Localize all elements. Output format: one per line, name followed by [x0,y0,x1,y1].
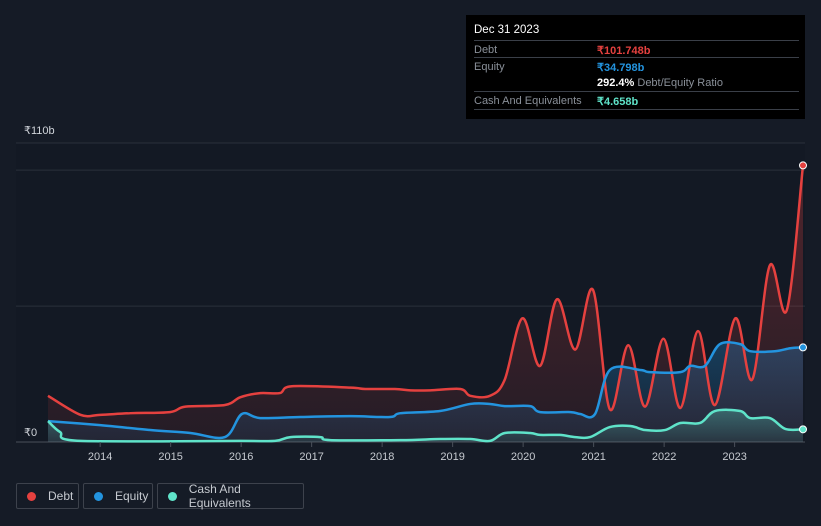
tooltip-ratio-label: Debt/Equity Ratio [637,77,723,89]
legend-label: Equity [115,489,149,503]
x-tick-label: 2014 [88,451,112,463]
tooltip-equity-value: ₹34.798b [597,62,645,74]
series-area-equity [48,342,803,442]
tooltip-date: Dec 31 2023 [474,24,540,36]
x-tick-label: 2021 [581,451,605,463]
tooltip-cash-row: Cash And Equivalents ₹4.658b [474,91,799,109]
x-tick-label: 2017 [299,451,323,463]
debt-dot-icon [27,491,36,501]
equity-dot-icon [94,491,103,501]
series-end-point [799,343,807,352]
legend-item-equity[interactable]: Equity [83,483,153,509]
legend-label: Cash And Equivalents [188,482,251,510]
cash-dot-icon [168,491,177,501]
series-end-point [799,425,807,434]
tooltip-debt-row: Debt ₹101.748b [474,40,799,58]
tooltip-debt-label: Debt [474,44,498,56]
tooltip-cash-label: Cash And Equivalents [474,95,582,107]
legend-item-debt[interactable]: Debt [16,483,79,509]
series-line-cash-and-equivalents [47,408,804,443]
legend-item-cash[interactable]: Cash And Equivalents [157,482,304,510]
tooltip-equity-label: Equity [474,61,505,73]
x-tick-label: 2015 [158,451,182,463]
tooltip-cash-value: ₹4.658b [597,96,639,108]
x-tick-label: 2023 [722,451,746,463]
tooltip-equity-row: Equity ₹34.798b [474,57,799,75]
tooltip-divider [474,109,799,110]
x-tick-label: 2020 [511,451,535,463]
y-tick-label-zero: ₹0 [24,427,37,439]
tooltip-ratio: 292.4% Debt/Equity Ratio [597,77,723,89]
series-end-point [799,161,807,170]
series-area-cash-and-equivalents [48,409,803,442]
x-tick-label: 2022 [652,451,676,463]
x-tick-label: 2016 [229,451,253,463]
legend-label: Debt [48,489,74,503]
x-tick-label: 2018 [370,451,394,463]
y-tick-label-max: ₹110b [24,125,55,137]
series-line-equity [47,340,804,440]
tooltip-ratio-value: 292.4% [597,77,635,89]
tooltip-panel: Dec 31 2023 Debt ₹101.748b Equity ₹34.79… [466,15,805,119]
x-tick-label: 2019 [440,451,464,463]
series-line-debt [47,165,805,418]
tooltip-debt-value: ₹101.748b [597,45,651,57]
